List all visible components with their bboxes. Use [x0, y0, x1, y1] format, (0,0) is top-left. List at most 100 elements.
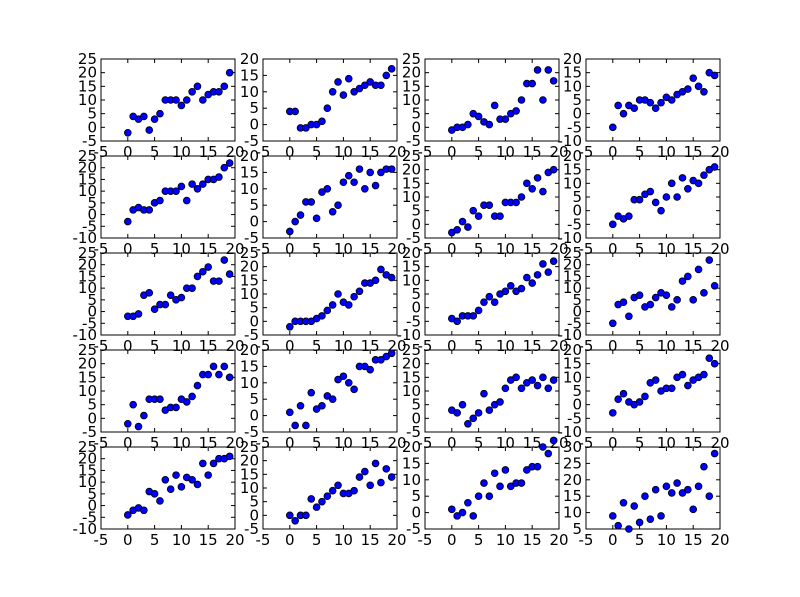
data-point [344, 378, 353, 387]
x-tick-label: 5 [635, 143, 645, 161]
data-point [323, 185, 332, 193]
y-tick-label: 20 [402, 161, 421, 179]
data-point [533, 271, 542, 279]
y-tick-label: 25 [78, 244, 97, 262]
data-point [355, 287, 364, 296]
data-point [387, 273, 396, 282]
data-point [485, 406, 494, 414]
data-point [710, 359, 719, 368]
data-point [517, 96, 526, 104]
data-point [646, 187, 655, 196]
x-tick-label: 0 [285, 143, 295, 161]
y-tick-label: 10 [240, 479, 259, 497]
y-tick-label: 5 [572, 91, 582, 109]
data-point [296, 401, 305, 410]
x-tick-label: 5 [635, 240, 645, 258]
data-point [361, 362, 369, 371]
data-point [291, 107, 299, 116]
data-point [710, 281, 719, 290]
data-point [608, 220, 617, 229]
x-tick-label: 5 [474, 531, 484, 549]
data-point [549, 77, 558, 85]
data-point [496, 398, 504, 406]
y-tick-label: 5 [87, 485, 97, 503]
data-point [667, 489, 676, 497]
data-point [350, 292, 358, 301]
data-point [323, 492, 332, 501]
data-point [528, 376, 536, 384]
y-tick-label: -5 [406, 520, 421, 538]
y-tick-label: -5 [567, 314, 582, 332]
y-tick-label: 5 [411, 285, 421, 303]
data-point [662, 193, 671, 201]
y-tick-label: 10 [78, 382, 97, 400]
x-tick-label: 0 [285, 337, 295, 355]
y-tick-label: -5 [406, 423, 421, 441]
y-tick-label: 0 [249, 213, 259, 231]
y-tick-label: -5 [406, 229, 421, 247]
data-point [678, 370, 687, 379]
data-point [361, 467, 369, 476]
data-point [458, 217, 467, 226]
data-point [377, 168, 385, 177]
y-tick-label: 10 [563, 174, 582, 192]
data-point [533, 174, 542, 182]
y-tick-label: 20 [402, 64, 421, 82]
x-tick-label: 20 [387, 531, 406, 549]
data-point [209, 362, 218, 371]
data-point [199, 96, 207, 104]
data-point [667, 303, 676, 311]
y-tick-label: 20 [78, 450, 97, 468]
axes-frame [585, 58, 721, 142]
data-point [539, 373, 547, 382]
y-tick-label: 5 [572, 520, 582, 538]
y-tick-label: 10 [240, 285, 259, 303]
data-point [630, 104, 639, 112]
y-tick-label: 15 [78, 368, 97, 386]
data-point [539, 187, 547, 196]
data-point [193, 185, 202, 193]
data-point [700, 289, 708, 297]
y-tick-label: 25 [240, 438, 259, 456]
y-tick-label: 0 [87, 303, 97, 321]
data-point [490, 298, 499, 307]
data-point [490, 469, 499, 478]
y-tick-label: -5 [244, 229, 259, 247]
data-point [156, 395, 164, 404]
data-point [350, 385, 358, 394]
data-point [544, 449, 553, 458]
y-tick-label: 20 [563, 471, 582, 489]
y-tick-label: -10 [73, 326, 98, 344]
y-tick-label: 30 [563, 438, 582, 456]
data-point [684, 85, 692, 93]
y-tick-label: 25 [563, 244, 582, 262]
y-tick-label: 20 [240, 147, 259, 165]
data-point [657, 98, 665, 107]
data-point [199, 459, 207, 468]
x-tick-label: 5 [150, 240, 160, 258]
data-point [215, 277, 223, 285]
data-point [528, 79, 536, 88]
y-tick-label: 0 [572, 202, 582, 220]
data-point [501, 384, 510, 393]
y-tick-label: 5 [572, 382, 582, 400]
data-point [225, 270, 234, 278]
data-point [220, 163, 229, 172]
x-tick-label: -5 [94, 531, 109, 549]
x-tick-label: 0 [608, 240, 618, 258]
y-tick-label: 10 [563, 368, 582, 386]
data-point [608, 319, 617, 328]
data-point [480, 298, 488, 307]
x-tick-label: 0 [608, 337, 618, 355]
y-tick-label: 10 [402, 91, 421, 109]
data-point [225, 68, 234, 77]
data-point [220, 82, 229, 91]
y-tick-label: 0 [87, 409, 97, 427]
y-tick-label: 5 [249, 99, 259, 117]
data-point [544, 268, 553, 276]
data-point [469, 414, 478, 423]
data-point [220, 256, 229, 264]
